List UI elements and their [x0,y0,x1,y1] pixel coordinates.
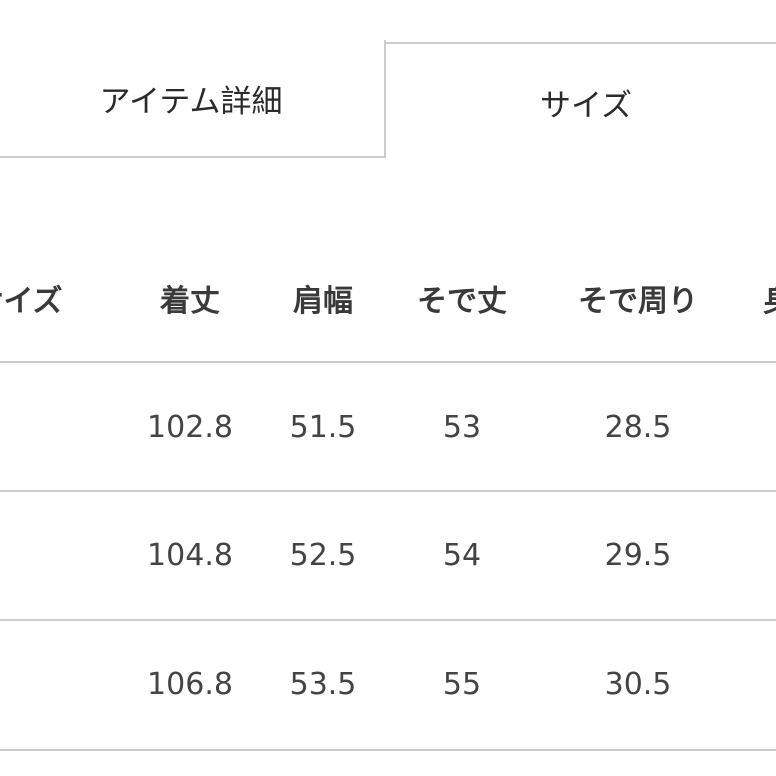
cell-shoulder: 52.5 [289,538,357,573]
header-sleeve-length: そで丈 [417,284,507,319]
divider [0,361,776,363]
divider [0,619,776,621]
header-shoulder: 肩幅 [293,284,353,319]
divider [0,749,776,751]
header-body-width: 身 [763,276,776,320]
header-sleeve-width: そで周り [578,284,698,319]
cell-sleeve-width: 29.5 [604,538,672,573]
cell-sleeve-width: 28.5 [604,410,672,445]
cell-sleeve-length: 53 [442,410,482,445]
cell-shoulder: 51.5 [289,410,357,445]
cell-sleeve-length: 55 [442,667,482,702]
tab-label: サイズ [539,87,633,124]
tab-item-details[interactable]: アイテム詳細 [0,40,386,158]
tab-size[interactable]: サイズ [386,42,776,160]
cell-sleeve-length: 54 [442,538,482,573]
tab-label: アイテム詳細 [99,83,283,120]
cell-shoulder: 53.5 [289,667,357,702]
header-length: 着丈 [160,284,220,319]
header-size: サイズ [0,284,63,319]
divider [0,490,776,492]
cell-sleeve-width: 30.5 [604,667,672,702]
cell-length: 106.8 [147,667,233,702]
cell-length: 104.8 [147,538,233,573]
cell-length: 102.8 [147,410,233,445]
